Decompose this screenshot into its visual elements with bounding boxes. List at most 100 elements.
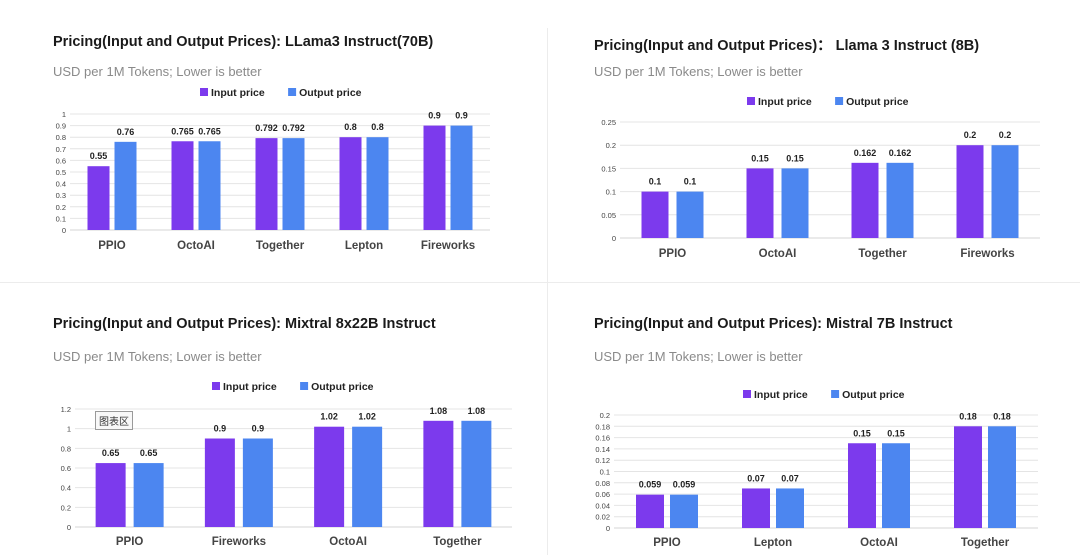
legend-swatch-input: [200, 88, 208, 96]
bar-input: [956, 145, 984, 238]
y-tick-label: 0: [612, 234, 616, 243]
x-category-label: PPIO: [116, 536, 144, 548]
x-category-label: Fireworks: [960, 248, 1014, 260]
y-tick-label: 0.8: [56, 133, 66, 142]
chart-title: Pricing(Input and Output Prices): Mistra…: [594, 316, 953, 332]
bar-output: [676, 191, 704, 238]
legend-swatch-output: [288, 88, 297, 96]
x-category-label: OctoAI: [759, 248, 797, 260]
y-tick-label: 0.05: [601, 211, 616, 220]
chart-panel-mixtral-8x22b: Pricing(Input and Output Prices): Mixtra…: [0, 283, 540, 555]
data-label: 0.792: [282, 123, 305, 133]
data-label: 0.65: [102, 448, 120, 458]
chart-subtitle: USD per 1M Tokens; Lower is better: [594, 64, 803, 79]
bar-output: [352, 426, 383, 527]
data-label: 0.65: [140, 448, 158, 458]
bar-input: [641, 191, 669, 238]
data-label: 0.059: [673, 480, 696, 490]
x-category-label: Fireworks: [212, 536, 266, 548]
y-tick-label: 0.1: [600, 468, 610, 477]
legend-label: Input price: [758, 96, 812, 108]
bar-output: [776, 488, 804, 528]
chart-panel-mistral-7b: Pricing(Input and Output Prices): Mistra…: [545, 283, 1080, 555]
y-tick-label: 0.04: [595, 501, 610, 510]
data-label: 0.8: [371, 122, 384, 132]
x-category-label: Together: [256, 240, 305, 252]
bar-input: [339, 137, 362, 230]
bar-output: [781, 168, 809, 238]
y-tick-label: 0.02: [595, 513, 610, 522]
x-category-label: Fireworks: [421, 240, 475, 252]
bar-output: [988, 426, 1016, 528]
bar-output: [282, 138, 305, 230]
data-label: 0.1: [649, 177, 662, 187]
x-category-label: OctoAI: [329, 536, 367, 548]
data-label: 0.792: [255, 123, 278, 133]
data-label: 0.765: [171, 126, 194, 136]
bar-chart-mixtral-8x22b: 0 0.2 0.4 0.6 0.8 1 1.2 Input price Output price…: [61, 381, 512, 548]
bar-chart-mistral-7b: 0 0.02 0.04 0.06 0.08 0.1 0.12 0.14 0.16 0.18 0.2 I…: [595, 389, 1038, 549]
bar-input: [255, 138, 278, 230]
data-label: 0.15: [751, 153, 769, 163]
y-tick-label: 0.16: [595, 434, 610, 443]
bar-output: [670, 494, 698, 528]
bar-output: [991, 145, 1019, 238]
y-tick-label: 1.2: [61, 405, 71, 414]
x-category-label: Lepton: [345, 240, 383, 252]
legend-label: Output price: [299, 87, 362, 99]
chart-panel-llama3-8b: Pricing(Input and Output Prices)： Llama …: [545, 0, 1080, 280]
x-category-label: Together: [858, 248, 907, 260]
y-tick-label: 0.2: [61, 503, 71, 512]
y-tick-label: 0.6: [61, 464, 71, 473]
bar-output: [886, 162, 914, 238]
bar-output: [882, 443, 910, 528]
bar-chart-llama3-8b: 0 0.05 0.1 0.15 0.2 0.25 Input price Output pri…: [601, 96, 1040, 260]
chart-title: Pricing(Input and Output Prices): Mixtra…: [53, 316, 436, 332]
data-label: 0.07: [747, 473, 765, 483]
bar-output: [133, 463, 164, 527]
bar-input: [742, 488, 770, 528]
data-label: 1.08: [468, 406, 486, 416]
y-tick-label: 0.6: [56, 156, 66, 165]
chart-subtitle: USD per 1M Tokens; Lower is better: [53, 64, 262, 79]
chart-title: Pricing(Input and Output Prices): LLama3…: [53, 34, 434, 50]
legend-label: Output price: [842, 389, 905, 401]
bar-input: [636, 494, 664, 528]
vertical-divider: [547, 28, 548, 555]
y-tick-label: 0.4: [61, 484, 71, 493]
y-tick-label: 0.1: [56, 214, 66, 223]
data-label: 0.059: [639, 480, 662, 490]
y-tick-label: 1: [67, 425, 71, 434]
x-category-label: PPIO: [653, 537, 681, 549]
legend-label: Input price: [754, 389, 808, 401]
legend-swatch-input: [212, 382, 220, 390]
y-tick-label: 0: [67, 523, 71, 532]
chart-area-tooltip: 图表区: [95, 411, 133, 430]
data-label: 1.08: [430, 406, 448, 416]
chart-subtitle: USD per 1M Tokens; Lower is better: [594, 349, 803, 364]
data-label: 0.765: [198, 126, 221, 136]
y-tick-label: 0.25: [601, 118, 616, 127]
y-tick-label: 0.18: [595, 422, 610, 431]
y-tick-label: 0: [62, 226, 66, 235]
legend-label: Input price: [211, 87, 265, 99]
chart-panel-llama3-70b: Pricing(Input and Output Prices): LLama3…: [0, 0, 540, 280]
y-tick-label: 0.12: [595, 456, 610, 465]
y-tick-label: 0.4: [56, 180, 66, 189]
data-label: 0.1: [684, 177, 697, 187]
x-category-label: OctoAI: [177, 240, 215, 252]
y-tick-label: 0.14: [595, 445, 610, 454]
bar-output: [198, 141, 221, 230]
data-label: 0.9: [214, 424, 227, 434]
legend-swatch-output: [835, 97, 844, 105]
data-label: 0.18: [959, 411, 977, 421]
y-tick-label: 0.2: [600, 411, 610, 420]
data-label: 1.02: [358, 412, 376, 422]
bar-input: [851, 162, 879, 238]
data-label: 0.07: [781, 473, 799, 483]
chart-title: Pricing(Input and Output Prices)： Llama …: [594, 38, 980, 54]
x-category-label: PPIO: [98, 240, 126, 252]
x-category-label: Together: [433, 536, 482, 548]
y-tick-label: 0.08: [595, 479, 610, 488]
x-category-label: PPIO: [659, 248, 687, 260]
